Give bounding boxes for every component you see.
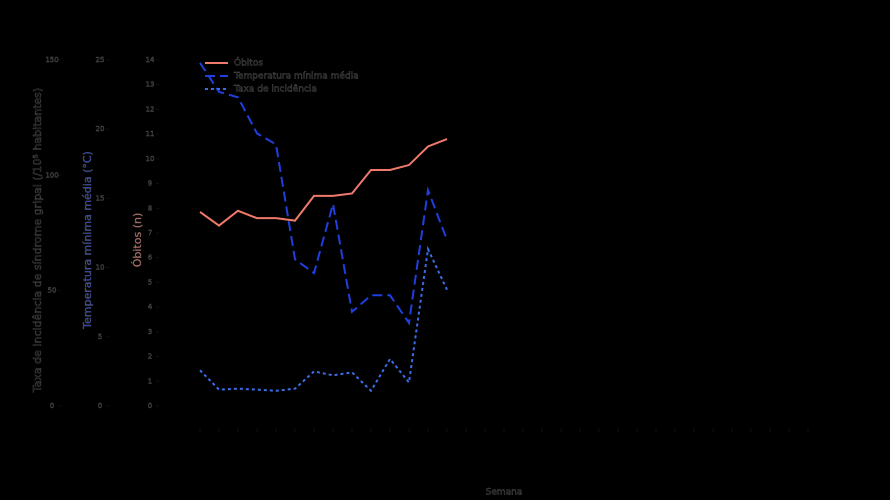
y-axis-label: Taxa de incidência de síndrome gripal (/… (31, 88, 44, 393)
y-axis-label: Temperatura mínima média (°C) (81, 151, 94, 330)
y-tick-label: 11 (146, 130, 155, 138)
y-tick-label: 0 (50, 402, 54, 410)
y-tick-label: 150 (45, 56, 58, 64)
y-tick-label: 9 (148, 180, 152, 188)
legend-label: Temperatura mínima média (233, 71, 359, 82)
y-tick-label: 6 (148, 254, 153, 262)
y-tick-label: 3 (148, 328, 152, 336)
y-axis-label: Óbitos (n) (131, 213, 144, 268)
y-tick-label: 25 (96, 56, 105, 64)
legend-label: Taxa de incidência (233, 84, 317, 95)
y-tick-label: 100 (45, 171, 58, 179)
y-tick-label: 13 (146, 81, 155, 89)
legend-label: Óbitos (234, 57, 263, 69)
y-tick-label: 12 (146, 105, 155, 113)
y-tick-label: 2 (148, 353, 152, 361)
y-tick-label: 1 (148, 377, 152, 385)
y-tick-label: 0 (98, 402, 102, 410)
y-tick-label: 15 (96, 194, 105, 202)
y-tick-label: 20 (96, 125, 105, 133)
line (199, 62, 448, 326)
y-tick-label: 10 (96, 264, 105, 272)
y-tick-label: 0 (148, 402, 152, 410)
y-tick-label: 4 (148, 303, 153, 311)
y-tick-label: 10 (146, 155, 155, 163)
x-axis-label: Semana (486, 488, 523, 498)
y-tick-label: 14 (146, 56, 155, 64)
y-tick-label: 8 (148, 204, 152, 212)
y-tick-label: 5 (148, 278, 152, 286)
y-tick-label: 50 (48, 287, 57, 295)
line (199, 245, 448, 393)
line (199, 138, 448, 227)
y-tick-label: 5 (98, 333, 102, 341)
y-tick-label: 7 (148, 229, 152, 237)
